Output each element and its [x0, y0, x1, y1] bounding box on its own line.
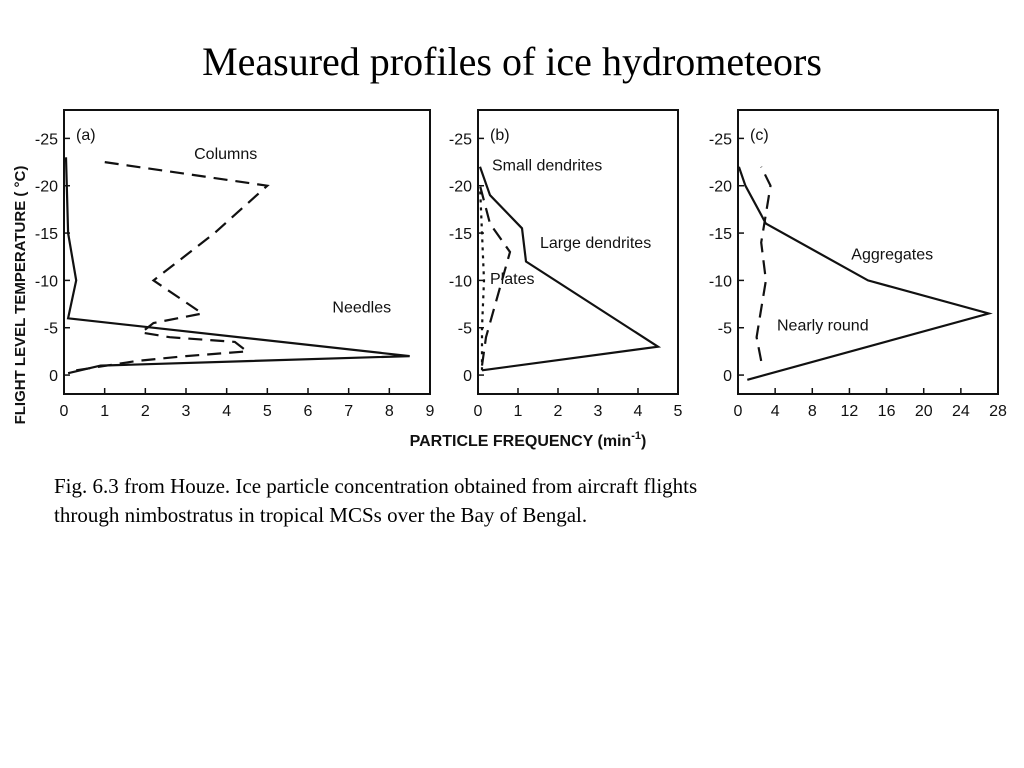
x-tick-label: 0 — [474, 403, 483, 420]
x-tick-label: 4 — [634, 403, 643, 420]
slide-title: Measured profiles of ice hydrometeors — [202, 39, 822, 84]
series-label: Nearly round — [777, 318, 869, 335]
x-tick-label: 3 — [182, 403, 191, 420]
x-tick-label: 5 — [263, 403, 272, 420]
x-tick-label: 4 — [771, 403, 780, 420]
chart-panels: (a)0 1 2 3 4 5 6 7 8 90-5-10-15-20-25ColumnsNeedl… — [35, 109, 1007, 420]
x-tick-label: 12 — [841, 403, 859, 420]
series-label: Needles — [332, 300, 391, 317]
caption-line-1: Fig. 6.3 from Houze. Ice particle concen… — [54, 474, 698, 498]
y-tick-label: 0 — [49, 368, 58, 385]
y-tick-label: -5 — [458, 321, 472, 338]
x-tick-label: 20 — [915, 403, 933, 420]
series-label: Aggregates — [851, 247, 933, 264]
x-tick-label: 6 — [304, 403, 313, 420]
x-axis-label-superscript: -1 — [631, 430, 641, 442]
y-tick-label: -15 — [35, 226, 58, 243]
x-tick-label: 8 — [808, 403, 817, 420]
ice-particle-chart: ​ FLIGHT LEVEL TEMPERATURE ( °C) PARTICL… — [0, 100, 1024, 460]
x-tick-label: 28 — [989, 403, 1007, 420]
series-label: Small dendrites — [492, 158, 602, 175]
x-axis-label: PARTICLE FREQUENCY (min-1) — [410, 430, 647, 450]
background-text-ghost: ​ — [0, 100, 1024, 460]
y-tick-label: -20 — [709, 179, 732, 196]
caption-line-2: through nimbostratus in tropical MCSs ov… — [54, 503, 588, 527]
series-label: Large dendrites — [540, 235, 651, 252]
y-tick-label: -10 — [709, 273, 732, 290]
x-axis-label-main: PARTICLE FREQUENCY (min — [410, 433, 632, 450]
x-tick-label: 0 — [60, 403, 69, 420]
series-label: Plates — [490, 271, 534, 288]
y-tick-label: -10 — [35, 273, 58, 290]
panel-3: (c) 0 4 8 12 16 20 24 28 0 -5 -10 -15 -20 -25 Aggregate… — [709, 109, 1007, 420]
y-tick-label: 0 — [463, 368, 472, 385]
panel-label: (b) — [490, 127, 510, 144]
x-tick-label: 24 — [952, 403, 970, 420]
panel-frame — [477, 109, 679, 395]
panel-label: (a) — [76, 127, 96, 144]
x-tick-label: 1 — [514, 403, 523, 420]
figure-caption: Fig. 6.3 from Houze. Ice particle concen… — [54, 472, 954, 530]
series-line-needles — [64, 157, 410, 375]
series-line-columns — [76, 161, 270, 372]
y-tick-label: -10 — [449, 273, 472, 290]
x-tick-label: 2 — [554, 403, 563, 420]
x-tick-label: 4 — [222, 403, 231, 420]
y-tick-label: -25 — [449, 131, 472, 148]
panel-label: (c) — [750, 127, 769, 144]
y-tick-label: -15 — [449, 226, 472, 243]
y-tick-label: -20 — [449, 179, 472, 196]
panel-1: (a) 0 1 2 3 4 5 6 7 8 9 0 -5 -10 -15 -20 -25 Columns Needl… — [35, 109, 435, 420]
x-axis-label-close: ) — [641, 433, 646, 450]
panel-2: (b) 0 1 2 3 4 5 0 -5 -10 -15 -20 -25 Small dendrites L… — [449, 109, 683, 420]
x-tick-label: 3 — [594, 403, 603, 420]
series-line-large-dendrites — [478, 185, 512, 366]
series-line-nearly-round — [755, 166, 772, 362]
y-tick-label: -15 — [709, 226, 732, 243]
series-label: Columns — [194, 146, 257, 163]
x-tick-label: 16 — [878, 403, 896, 420]
x-tick-label: 7 — [344, 403, 353, 420]
y-axis-label: FLIGHT LEVEL TEMPERATURE ( °C) — [12, 166, 29, 425]
x-tick-label: 0 — [734, 403, 743, 420]
x-tick-label: 5 — [674, 403, 683, 420]
y-tick-label: -25 — [35, 131, 58, 148]
series-line-small-dendrites — [478, 166, 662, 372]
y-tick-label: -20 — [35, 179, 58, 196]
x-tick-label: 9 — [426, 403, 435, 420]
series-line-aggregates — [737, 166, 993, 381]
figure-area: ​ FLIGHT LEVEL TEMPERATURE ( °C) PARTICL… — [0, 100, 1024, 460]
x-tick-label: 1 — [100, 403, 109, 420]
series-line-plates — [478, 185, 486, 371]
panel-frame — [63, 109, 431, 395]
y-tick-label: -5 — [718, 321, 732, 338]
panel-frame — [737, 109, 999, 395]
y-tick-label: -5 — [44, 321, 58, 338]
x-tick-label: 8 — [385, 403, 394, 420]
y-tick-label: -25 — [709, 131, 732, 148]
x-tick-label: 2 — [141, 403, 150, 420]
y-tick-label: 0 — [723, 368, 732, 385]
